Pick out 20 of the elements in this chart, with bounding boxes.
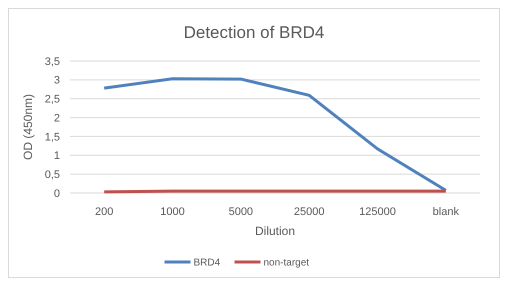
x-axis-title: Dilution (254, 224, 296, 238)
x-tick-label: 5000 (228, 206, 254, 218)
x-tick-label: blank (432, 206, 460, 218)
y-tick-label: 2,5 (44, 94, 60, 106)
y-tick-label: 2 (54, 112, 60, 124)
y-tick-label: 3 (54, 74, 60, 87)
x-tick-label: 1000 (160, 206, 185, 218)
line-series (102, 77, 448, 192)
x-tick-label: 200 (94, 206, 114, 218)
y-axis-title: OD (450nm) (21, 94, 35, 160)
y-tick-label: 0,5 (44, 168, 60, 181)
x-tick-label: 25000 (294, 206, 324, 218)
x-tick-label: 125000 (359, 206, 396, 218)
legend-label: non-target (264, 258, 310, 268)
chart-title: Detection of BRD4 (184, 23, 324, 42)
y-tick-label: 0 (54, 188, 60, 200)
y-tick-label: 1 (54, 150, 60, 162)
y-tick-label: 1,5 (44, 131, 60, 144)
y-tick-label: 3,5 (44, 56, 60, 68)
legend-label: BRD4 (194, 258, 221, 268)
